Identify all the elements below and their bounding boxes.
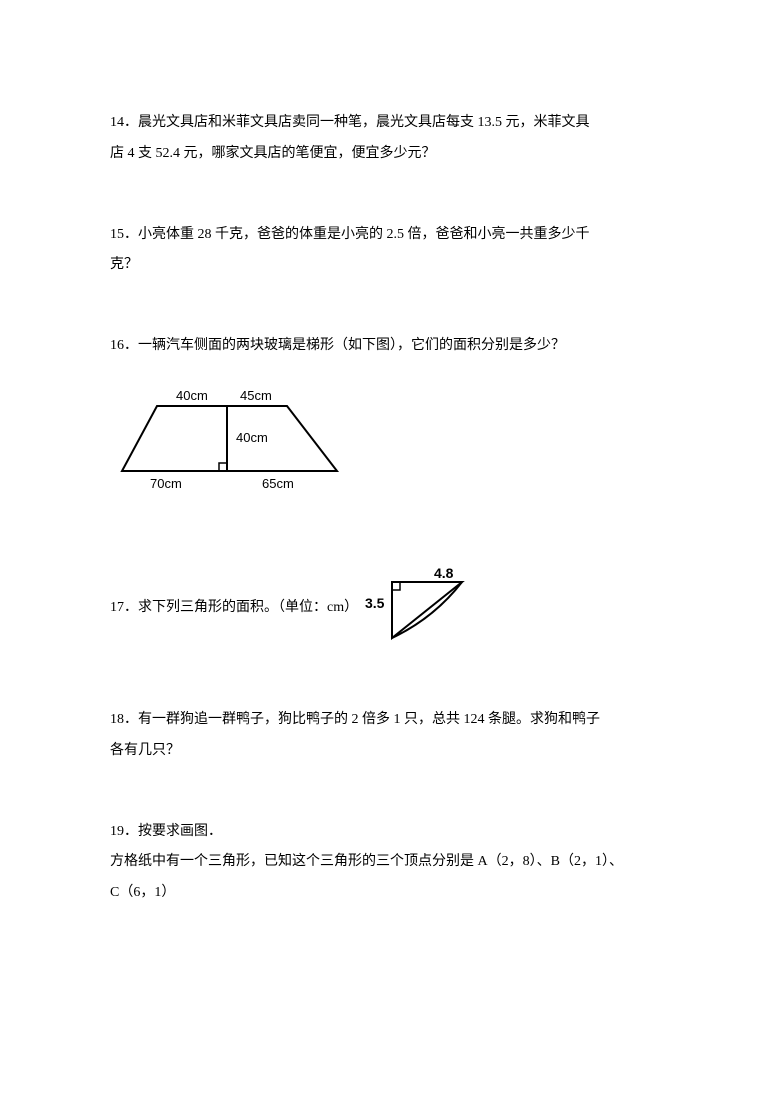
q14-line1: 晨光文具店和米菲文具店卖同一种笔，晨光文具店每支 13.5 元，米菲文具	[138, 115, 590, 130]
trap-bottom-left-label: 70cm	[150, 476, 182, 491]
q17-text-wrap: 17．求下列三角形的面积。（单位：cm）	[110, 593, 358, 624]
q14-number: 14．	[110, 115, 138, 130]
q19-line3: C（6，1）	[110, 885, 175, 900]
q19-text: 按要求画图．	[138, 824, 222, 839]
page-content: 14．晨光文具店和米菲文具店卖同一种笔，晨光文具店每支 13.5 元，米菲文具 …	[0, 0, 780, 969]
trap-height-label: 40cm	[236, 430, 268, 445]
question-14: 14．晨光文具店和米菲文具店卖同一种笔，晨光文具店每支 13.5 元，米菲文具 …	[110, 108, 670, 170]
q19-number: 19．	[110, 824, 138, 839]
q16-number: 16．	[110, 338, 138, 353]
q15-line1: 小亮体重 28 千克，爸爸的体重是小亮的 2.5 倍，爸爸和小亮一共重多少千	[138, 227, 590, 242]
q18-line1: 有一群狗追一群鸭子，狗比鸭子的 2 倍多 1 只，总共 124 条腿。求狗和鸭子	[138, 712, 600, 727]
q18-line2: 各有几只？	[110, 743, 180, 758]
question-18: 18．有一群狗追一群鸭子，狗比鸭子的 2 倍多 1 只，总共 124 条腿。求狗…	[110, 705, 670, 767]
question-16: 16．一辆汽车侧面的两块玻璃是梯形（如下图），它们的面积分别是多少？ 40cm …	[110, 331, 670, 496]
q16-text: 一辆汽车侧面的两块玻璃是梯形（如下图），它们的面积分别是多少？	[138, 338, 565, 353]
trapezoid-outline	[122, 406, 337, 471]
trap-top-left-label: 40cm	[176, 388, 208, 403]
q15-number: 15．	[110, 227, 138, 242]
question-19: 19．按要求画图． 方格纸中有一个三角形，已知这个三角形的三个顶点分别是 A（2…	[110, 817, 670, 909]
question-15: 15．小亮体重 28 千克，爸爸的体重是小亮的 2.5 倍，爸爸和小亮一共重多少…	[110, 220, 670, 282]
triangle-right-angle-icon	[392, 582, 400, 590]
q19-line2: 方格纸中有一个三角形，已知这个三角形的三个顶点分别是 A（2，8）、B（2，1）…	[110, 854, 623, 869]
trap-top-right-label: 45cm	[240, 388, 272, 403]
q17-number: 17．	[110, 600, 138, 615]
q17-text: 求下列三角形的面积。（单位：cm）	[138, 600, 358, 615]
triangle-figure: 4.8 3.5	[362, 566, 492, 650]
triangle-base-label: 4.8	[434, 566, 454, 581]
triangle-height-label: 3.5	[365, 595, 385, 611]
q18-number: 18．	[110, 712, 138, 727]
question-17: 17．求下列三角形的面积。（单位：cm） 4.8 3.5	[110, 566, 670, 650]
trapezoid-svg: 40cm 45cm 40cm 70cm 65cm	[112, 376, 372, 496]
triangle-outline	[392, 582, 462, 638]
q14-line2: 店 4 支 52.4 元，哪家文具店的笔便宜，便宜多少元？	[110, 146, 436, 161]
trapezoid-figure: 40cm 45cm 40cm 70cm 65cm	[112, 376, 670, 496]
right-angle-marker	[219, 463, 227, 471]
trap-bottom-right-label: 65cm	[262, 476, 294, 491]
triangle-svg: 4.8 3.5	[362, 566, 492, 650]
q15-line2: 克？	[110, 257, 138, 272]
